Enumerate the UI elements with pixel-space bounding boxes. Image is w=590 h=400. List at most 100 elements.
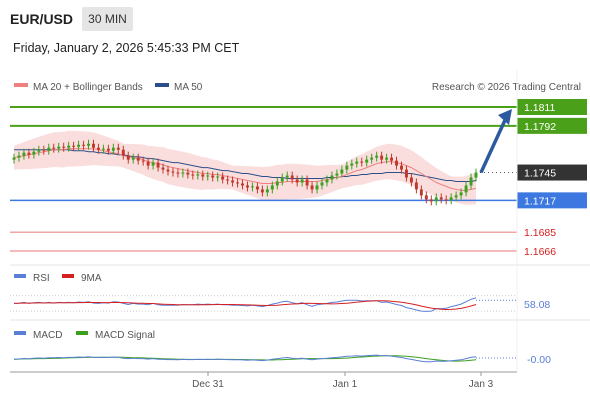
candle-body [121,149,125,156]
candle-body [37,149,41,152]
candle-body [250,186,254,188]
rsi-series [10,295,517,312]
candle-body [126,155,130,160]
rsi-ma9-line [13,300,477,311]
candle-body [434,197,438,202]
candle-body [236,182,240,184]
candle-body [27,152,31,155]
macd-value-label: -0.00 [527,354,551,366]
candle-body [380,155,384,160]
resistance-tag [517,117,587,134]
candle-body [17,155,21,158]
candle-body [295,179,299,183]
candle-body [216,176,220,178]
candle-body [151,162,155,166]
candle-body [226,179,230,181]
rsi-value-label: 58.08 [524,299,550,311]
candle-body [131,157,135,160]
bollinger-band-area [14,130,476,205]
candle-body [345,165,349,170]
candle-body [280,177,284,182]
target-label: 1.1666 [524,246,556,258]
candle-body [231,180,235,183]
candle-body [246,185,249,188]
candle-body [325,179,329,183]
macd-series [13,354,517,363]
candle-body [57,146,61,149]
support-tag-label: 1.1717 [524,195,556,207]
candle-body [260,189,264,193]
candle-body [67,145,71,148]
candle-body [355,161,359,164]
ma9-swatch [62,274,74,278]
macd-signal-legend-label: MACD Signal [95,330,155,341]
candle-body [181,172,185,174]
candle-body [275,181,279,186]
candle-body [310,185,314,190]
candle-body [414,182,418,190]
candle-body [161,167,165,170]
x-axis-tick-label: Jan 1 [333,379,358,390]
forecast-arrow [479,109,512,174]
ma9-legend-label: 9MA [81,273,102,284]
support-tag [517,192,587,209]
macd-signal-swatch [76,331,88,335]
candle-body [449,197,453,201]
resistance-tag [517,99,587,115]
candle-body [305,179,309,186]
resistance-tag-label: 1.1811 [524,102,555,114]
ma50-swatch [155,83,169,87]
rsi-legend-label: RSI [33,273,50,284]
candle-body [22,152,26,156]
candle-body [474,172,478,178]
chart-header: EUR/USD 30 MIN Friday, January 2, 2026 5… [0,0,590,55]
resistance-tag-label: 1.1792 [524,121,556,133]
macd-legend: MACD MACD Signal [14,330,155,341]
candle-body [156,162,160,168]
candle-body [111,147,115,151]
candle-body [87,143,90,146]
candle-body [116,147,120,150]
candle-body [96,147,100,150]
candle-body [106,148,110,151]
candle-body [47,147,51,151]
candle-body [350,163,354,166]
macd-legend-label: MACD [33,330,62,341]
candle-body [330,175,334,180]
candle-body [82,144,86,146]
candle-body [186,172,190,175]
forecast-arrow-head [498,109,512,125]
candle-body [221,176,225,180]
current-price-tag [517,164,587,181]
candle-body [191,174,195,176]
candle-body [77,144,81,147]
candle-body [101,148,105,150]
candlestick-series [12,139,478,206]
candle-body [395,160,398,166]
candle-body [454,195,458,198]
candle-body [439,197,443,200]
timeframe-button[interactable]: 30 MIN [82,7,133,31]
candle-body [92,143,95,148]
x-axis: Dec 31 Jan 1 Jan 3 [192,372,494,390]
candle-body [409,177,413,183]
candle-body [400,165,403,170]
candle-body [32,151,36,155]
candle-body [52,147,56,149]
candle-body [429,199,433,202]
candle-body [290,175,294,180]
ma50-legend-label: MA 50 [174,82,203,93]
candle-body [404,169,408,178]
ma50-line [14,149,477,182]
x-axis-tick-label: Jan 3 [469,379,494,390]
forecast-arrow-shaft [479,117,508,174]
candle-body [469,177,473,186]
candle-body [424,195,428,200]
bollinger-band [14,130,476,205]
candle-body [166,169,170,172]
main-legend: MA 20 + Bollinger Bands MA 50 Research ©… [14,82,581,93]
ma20-legend-label: MA 20 + Bollinger Bands [33,82,143,93]
macd-swatch [14,331,26,335]
candle-body [206,175,210,177]
